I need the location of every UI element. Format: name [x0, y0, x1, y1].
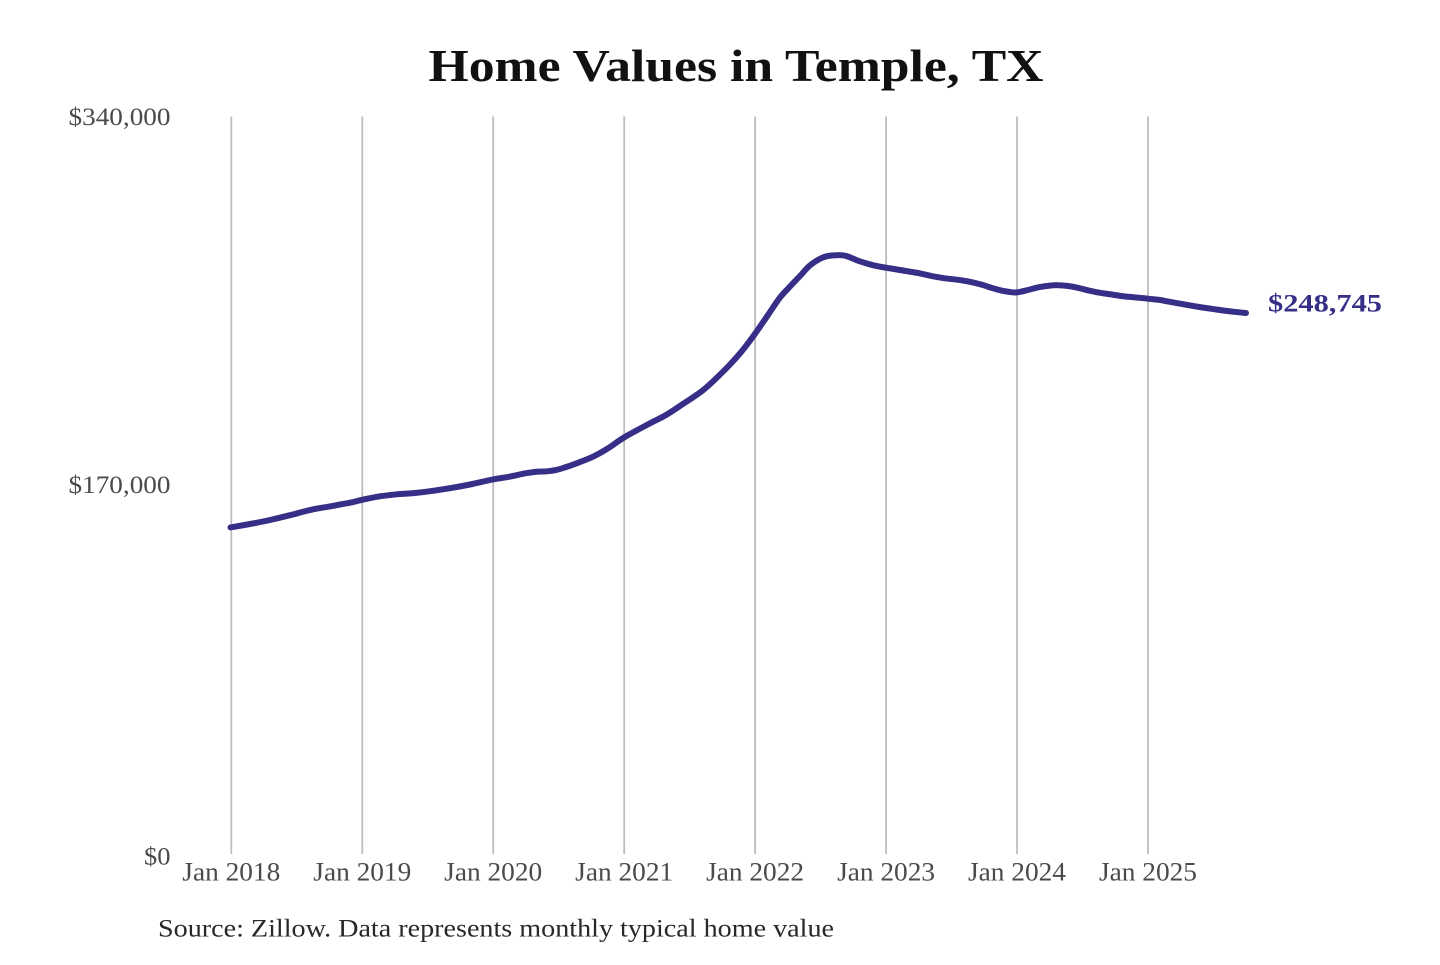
- svg-text:Home Values in Temple, TX: Home Values in Temple, TX: [429, 40, 1044, 91]
- svg-text:Jan 2023: Jan 2023: [837, 858, 935, 887]
- svg-text:Jan 2022: Jan 2022: [706, 858, 804, 887]
- svg-text:$0: $0: [144, 844, 171, 871]
- svg-text:Source: Zillow. Data represent: Source: Zillow. Data represents monthly …: [158, 916, 834, 943]
- svg-text:Jan 2020: Jan 2020: [444, 858, 542, 887]
- svg-text:$248,745: $248,745: [1268, 291, 1382, 318]
- svg-text:Jan 2018: Jan 2018: [182, 858, 280, 887]
- svg-text:Jan 2019: Jan 2019: [313, 858, 411, 887]
- svg-text:$340,000: $340,000: [69, 104, 171, 131]
- svg-text:Jan 2021: Jan 2021: [575, 858, 673, 887]
- svg-text:$170,000: $170,000: [69, 472, 171, 499]
- svg-text:Jan 2025: Jan 2025: [1099, 858, 1197, 887]
- svg-text:Jan 2024: Jan 2024: [968, 858, 1066, 887]
